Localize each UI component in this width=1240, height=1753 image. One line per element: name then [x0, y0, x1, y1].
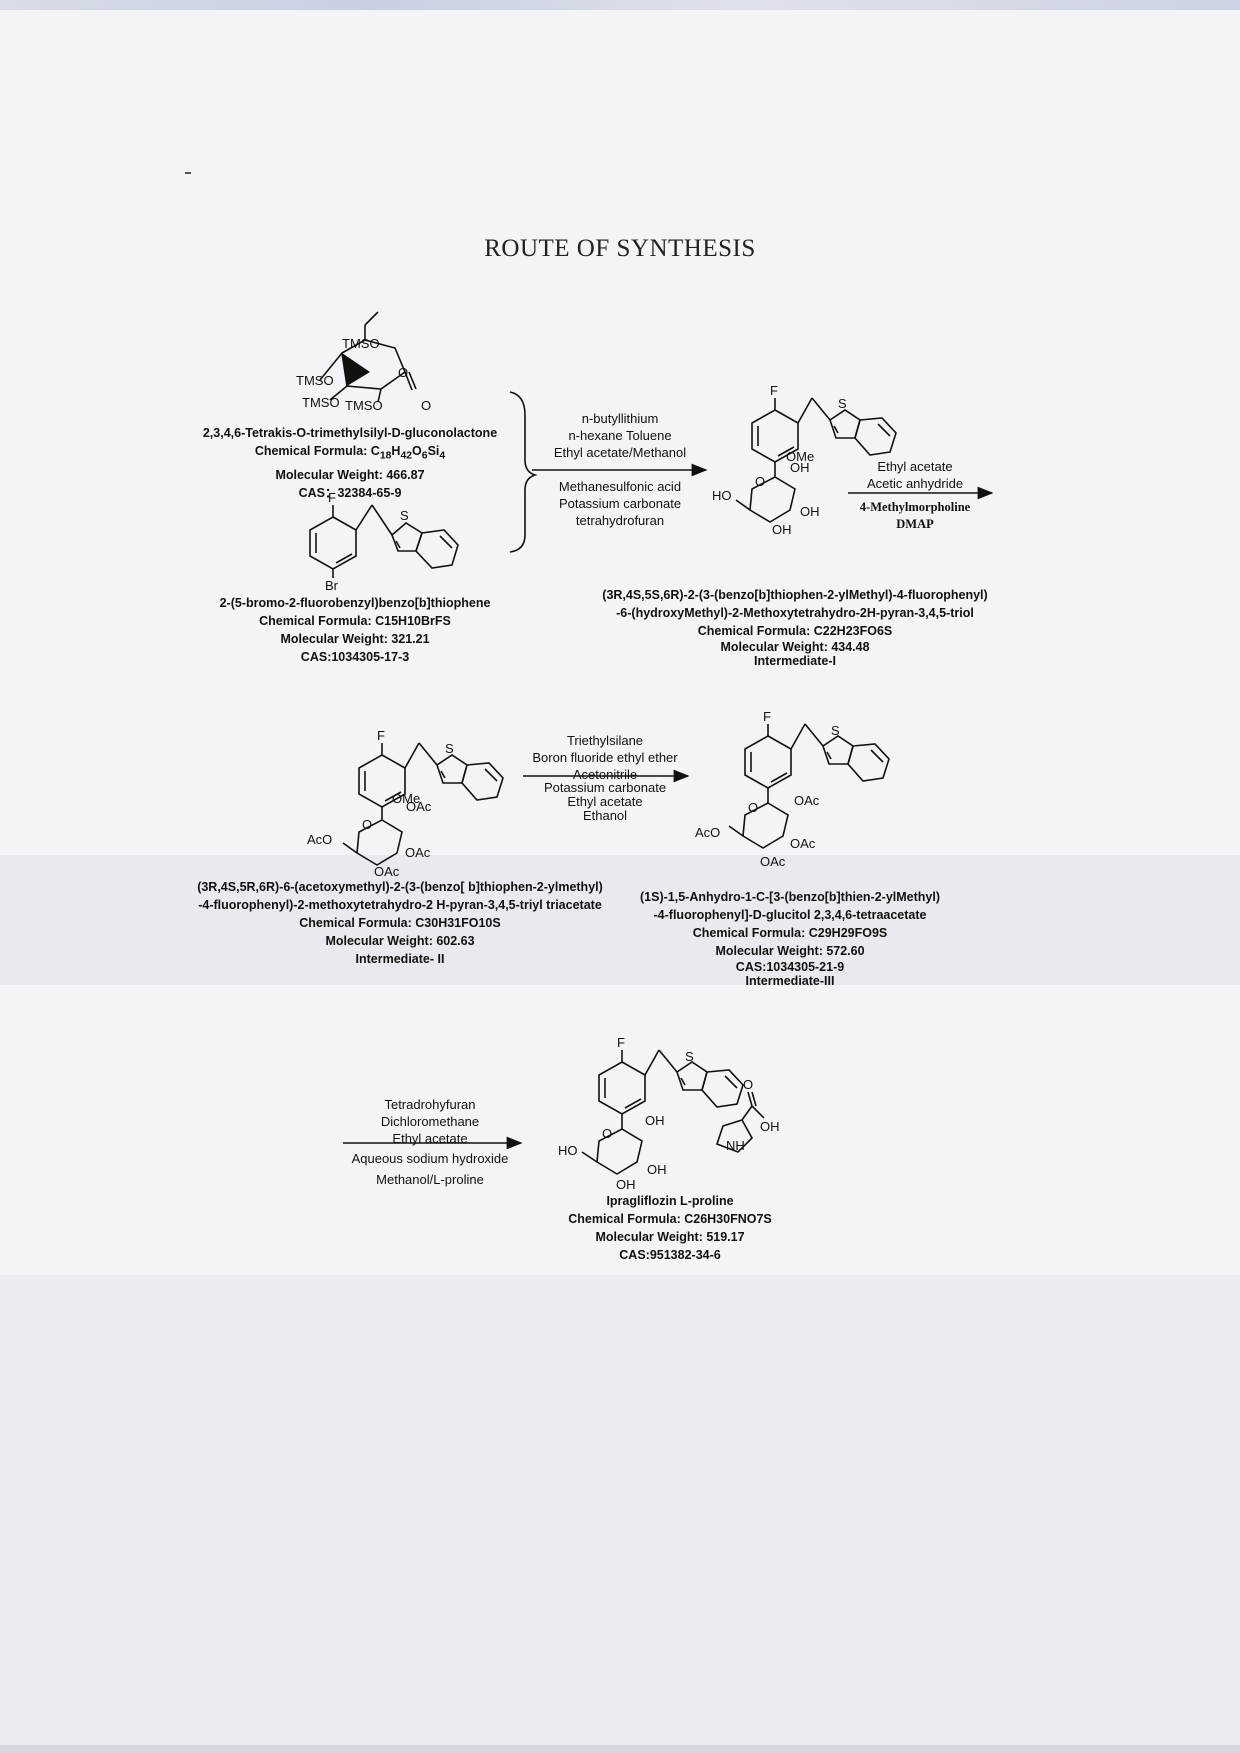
compound-name: (3R,4S,5S,6R)-2-(3-(benzo[b]thiophen-2-y…	[602, 588, 988, 602]
intermediate1-info: (3R,4S,5S,6R)-2-(3-(benzo[b]thiophen-2-y…	[560, 586, 1030, 668]
molecular-weight: Molecular Weight: 321.21	[280, 632, 430, 646]
molecular-weight: Molecular Weight: 434.48	[720, 640, 870, 654]
methoxy-label: OMe	[786, 449, 814, 464]
chemical-formula: Chemical Formula: C22H23FO6S	[697, 624, 893, 638]
bromide-info: 2-(5-bromo-2-fluorobenzyl)benzo[b]thioph…	[185, 594, 525, 666]
fluorine-label: F	[328, 490, 336, 505]
molecular-weight: Molecular Weight: 519.17	[595, 1230, 745, 1244]
gluconolactone-info: 2,3,4,6-Tetrakis-O-trimethylsilyl-D-gluc…	[180, 424, 520, 502]
amine-label: NH	[726, 1138, 745, 1153]
acetoxymethyl-label: AcO	[307, 832, 332, 847]
page-title: ROUTE OF SYNTHESIS	[484, 235, 756, 262]
compound-name: -4-fluorophenyl]-D-glucitol 2,3,4,6-tetr…	[653, 908, 927, 922]
cas-number: CAS:1034305-17-3	[300, 650, 410, 664]
sulfur-label: S	[838, 396, 847, 411]
gluconolactone-structure: TMSO TMSO TMSO TMSO O O	[296, 311, 431, 413]
molecular-weight: Molecular Weight: 602.63	[325, 934, 475, 948]
hydroxymethyl-label: HO	[558, 1143, 578, 1158]
acetoxy-label: OAc	[405, 845, 431, 860]
fluorine-label: F	[617, 1035, 625, 1050]
intermediate3-info: (1S)-1,5-Anhydro-1-C-[3-(benzo[b]thien-2…	[620, 888, 960, 988]
cas-number: CAS:1034305-21-9	[735, 960, 845, 974]
carboxyl-hydroxyl-label: OH	[760, 1119, 780, 1134]
compound-name: 2,3,4,6-Tetrakis-O-trimethylsilyl-D-gluc…	[202, 426, 498, 440]
hydroxyl-label: OH	[790, 460, 810, 475]
intermediate2-structure: F S O OMe OAc OAc OAc AcO	[307, 728, 504, 879]
compound-name: 2-(5-bromo-2-fluorobenzyl)benzo[b]thioph…	[219, 596, 491, 610]
ring-oxygen-label: O	[602, 1126, 612, 1141]
intermediate-tag: Intermediate- II	[355, 952, 445, 966]
product-structure: F S O OH OH OH HO O OH NH	[558, 1035, 780, 1192]
hydroxyl-label: OH	[647, 1162, 667, 1177]
hydroxymethyl-label: HO	[712, 488, 732, 503]
intermediate-tag: Intermediate-III	[745, 974, 835, 988]
molecular-weight: Molecular Weight: 466.87	[275, 467, 425, 482]
fluorine-label: F	[763, 709, 771, 724]
step1-reagents-below: Methanesulfonic acid Potassium carbonate…	[558, 479, 682, 528]
acetoxymethyl-label: AcO	[695, 825, 720, 840]
methoxy-label: OMe	[392, 791, 420, 806]
carbonyl-oxygen-label: O	[421, 398, 431, 413]
step1-reagents-above: n-butyllithium n-hexane Toluene Ethyl ac…	[553, 411, 687, 460]
molecular-weight: Molecular Weight: 572.60	[715, 944, 865, 958]
chemical-formula: Chemical Formula: C18H42O6Si4	[254, 444, 446, 462]
compound-name: (1S)-1,5-Anhydro-1-C-[3-(benzo[b]thien-2…	[640, 890, 940, 904]
hydroxyl-label: OH	[645, 1113, 665, 1128]
step3-reagents-below: Potassium carbonate Ethyl acetate Ethano…	[543, 780, 667, 823]
hydroxyl-label: OH	[772, 522, 792, 537]
product-info: Ipragliflozin L-proline Chemical Formula…	[520, 1192, 820, 1264]
chemical-formula: Chemical Formula: C15H10BrFS	[259, 614, 451, 628]
compound-name: (3R,4S,5R,6R)-6-(acetoxymethyl)-2-(3-(be…	[197, 880, 603, 894]
chemical-formula: Chemical Formula: C30H31FO10S	[299, 916, 501, 930]
cas-number: CAS:951382-34-6	[619, 1248, 721, 1262]
ring-oxygen-label: O	[398, 365, 408, 380]
tmso-label: TMSO	[296, 373, 334, 388]
step4-reagents-above: Tetradrohyfuran Dichloromethane Ethyl ac…	[380, 1097, 480, 1146]
fluorine-label: F	[377, 728, 385, 743]
step2-reagents-below: 4-Methylmorpholine DMAP	[859, 500, 971, 531]
carbonyl-oxygen-label: O	[743, 1077, 753, 1092]
scan-mark	[185, 172, 191, 174]
reactant-bracket	[509, 391, 538, 553]
compound-name: -6-(hydroxyMethyl)-2-Methoxytetrahydro-2…	[616, 606, 974, 620]
acetoxy-label: OAc	[760, 854, 786, 869]
intermediate1-structure: F S O OMe OH OH OH HO	[712, 383, 897, 537]
hydroxyl-label: OH	[616, 1177, 636, 1192]
scan-edge-top	[0, 0, 1240, 10]
hydroxyl-label: OH	[800, 504, 820, 519]
ring-oxygen-label: O	[748, 800, 758, 815]
fluorine-label: F	[770, 383, 778, 398]
tmso-label: TMSO	[342, 336, 380, 351]
chemical-formula: Chemical Formula: C26H30FNO7S	[568, 1212, 772, 1226]
intermediate2-info: (3R,4S,5R,6R)-6-(acetoxymethyl)-2-(3-(be…	[180, 878, 620, 968]
sulfur-label: S	[400, 508, 409, 523]
tmso-label: TMSO	[302, 395, 340, 410]
step4-reagents-below: Aqueous sodium hydroxide Methanol/L-prol…	[351, 1151, 509, 1187]
step2-reagents-above: Ethyl acetate Acetic anhydride	[866, 459, 964, 491]
chemical-formula: Chemical Formula: C29H29FO9S	[692, 926, 888, 940]
sulfur-label: S	[445, 741, 454, 756]
sulfur-label: S	[685, 1049, 694, 1064]
sulfur-label: S	[831, 723, 840, 738]
compound-name: Ipragliflozin L-proline	[606, 1194, 734, 1208]
acetoxy-label: OAc	[406, 799, 432, 814]
bromide-structure: F S Br	[309, 490, 459, 593]
intermediate-tag: Intermediate-I	[754, 654, 836, 668]
bromine-label: Br	[325, 578, 339, 593]
ring-oxygen-label: O	[362, 817, 372, 832]
intermediate3-structure: F S O OAc OAc OAc AcO	[695, 709, 890, 869]
acetoxy-label: OAc	[374, 864, 400, 879]
step3-reagents-above: Triethylsilane Boron fluoride ethyl ethe…	[532, 733, 678, 782]
scan-edge-bottom	[0, 1745, 1240, 1753]
acetoxy-label: OAc	[790, 836, 816, 851]
scan-band	[0, 1275, 1240, 1753]
acetoxy-label: OAc	[794, 793, 820, 808]
ring-oxygen-label: O	[755, 474, 765, 489]
tmso-label: TMSO	[345, 398, 383, 413]
cas-number: CAS：32384-65-9	[298, 485, 402, 500]
compound-name: -4-fluorophenyl)-2-methoxytetrahydro-2 H…	[198, 898, 602, 912]
scan-band	[0, 855, 1240, 985]
